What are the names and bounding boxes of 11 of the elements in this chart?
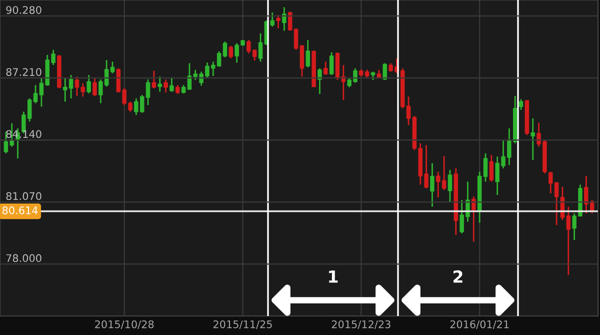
annotation: 1 xyxy=(329,270,338,283)
y-tick-label: 87.210 xyxy=(6,68,42,76)
x-tick-label: 2015/12/23 xyxy=(332,320,390,330)
x-tick-label: 2015/10/28 xyxy=(95,320,154,330)
ref-line-label: 80.614 xyxy=(2,206,38,214)
x-tick-label: 2016/01/21 xyxy=(450,320,509,330)
annotation: 2 xyxy=(454,270,462,283)
x-tick-label: 2015/11/25 xyxy=(213,320,272,330)
y-tick-label: 78.000 xyxy=(6,254,42,262)
y-tick-label: 81.070 xyxy=(6,192,42,200)
y-tick-label: 90.280 xyxy=(6,6,42,14)
